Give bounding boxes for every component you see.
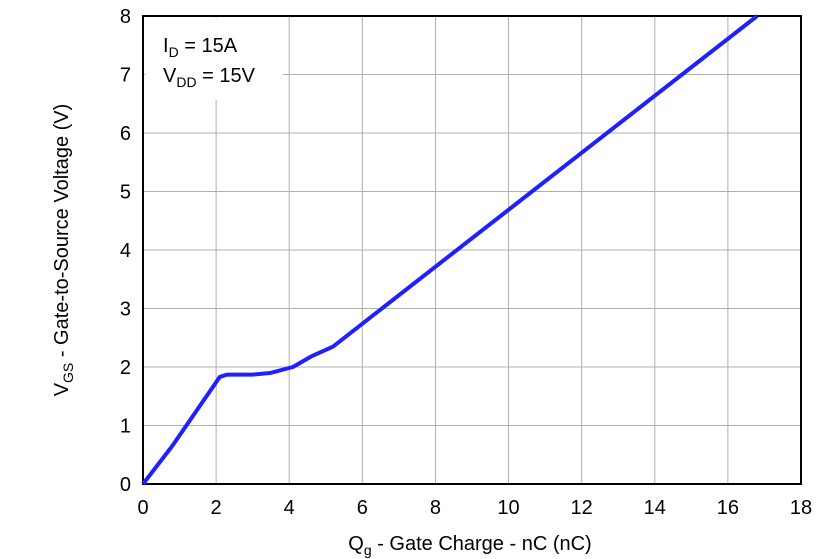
y-tick-label: 4: [120, 240, 131, 262]
annotation-main: I: [163, 35, 169, 57]
x-tick-label: 16: [717, 497, 739, 519]
annotation-rest: = 15V: [197, 65, 256, 87]
series-line: [141, 14, 759, 486]
annotation: ID = 15A: [163, 35, 238, 60]
y-tick-label: 5: [120, 182, 131, 204]
x-tick-label: 12: [571, 497, 593, 519]
y-tick-label: 7: [120, 65, 131, 87]
annotation-sub: D: [169, 44, 179, 60]
y-axis-label: VGS - Gate-to-Source Voltage (V): [51, 104, 76, 397]
x-tick-label: 4: [284, 497, 295, 519]
x-tick-label: 2: [211, 497, 222, 519]
x-tick-label: 6: [357, 497, 368, 519]
x-tick-label: 18: [790, 497, 812, 519]
x-tick-label: 8: [430, 497, 441, 519]
annotation: VDD = 15V: [163, 65, 256, 90]
y-tick-label: 8: [120, 6, 131, 28]
x-tick-label: 14: [644, 497, 666, 519]
y-tick-label: 1: [120, 416, 131, 438]
annotation-background: [145, 18, 283, 100]
annotation-rest: = 15A: [179, 35, 238, 57]
y-tick-label: 0: [120, 474, 131, 496]
y-tick-label: 2: [120, 357, 131, 379]
annotation-sub: DD: [176, 74, 196, 90]
x-tick-label: 0: [137, 497, 148, 519]
annotation-main: V: [163, 65, 177, 87]
x-axis-label: Qg - Gate Charge - nC (nC): [348, 533, 591, 558]
y-tick-label: 3: [120, 299, 131, 321]
x-tick-label: 10: [497, 497, 519, 519]
plot-border: [142, 15, 802, 485]
y-tick-label: 6: [120, 123, 131, 145]
